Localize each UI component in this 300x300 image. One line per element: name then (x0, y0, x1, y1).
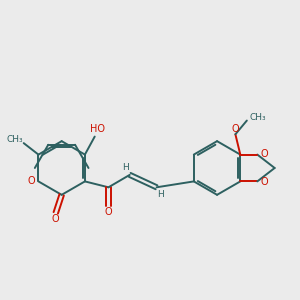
Text: CH₃: CH₃ (249, 113, 266, 122)
Text: CH₃: CH₃ (6, 135, 23, 144)
Text: HO: HO (90, 124, 105, 134)
Text: O: O (27, 176, 35, 186)
Text: O: O (232, 124, 239, 134)
Text: O: O (261, 177, 268, 187)
Text: H: H (122, 163, 129, 172)
Text: O: O (261, 149, 268, 159)
Text: O: O (105, 207, 112, 217)
Text: H: H (157, 190, 164, 199)
Text: O: O (52, 214, 60, 224)
